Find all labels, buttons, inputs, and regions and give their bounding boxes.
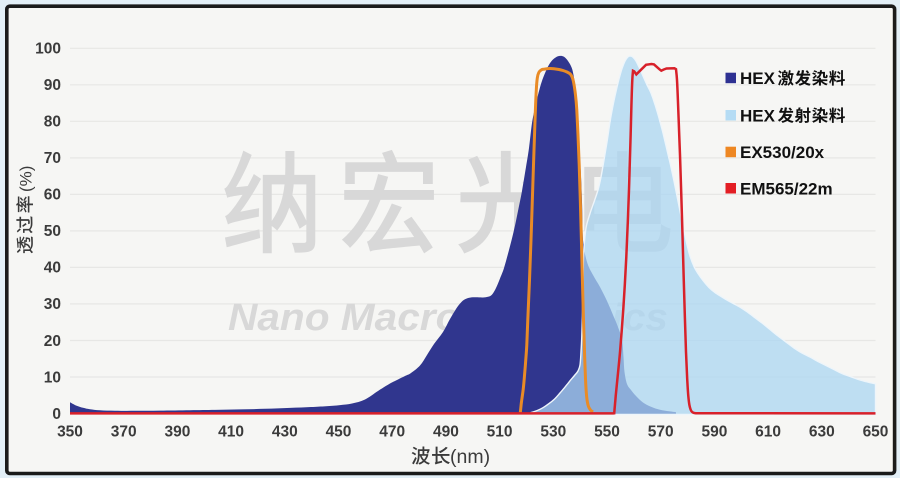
svg-text:20: 20 bbox=[44, 333, 61, 350]
svg-text:30: 30 bbox=[44, 296, 61, 313]
svg-text:430: 430 bbox=[272, 424, 298, 441]
svg-text:60: 60 bbox=[44, 187, 61, 204]
svg-text:50: 50 bbox=[44, 223, 61, 240]
svg-text:70: 70 bbox=[44, 150, 61, 167]
svg-text:(%): (%) bbox=[17, 166, 36, 192]
svg-text:90: 90 bbox=[44, 77, 61, 94]
svg-text:630: 630 bbox=[809, 424, 835, 441]
svg-text:350: 350 bbox=[57, 424, 83, 441]
svg-text:EX530/20x: EX530/20x bbox=[740, 143, 825, 162]
svg-text:510: 510 bbox=[487, 424, 513, 441]
svg-text:610: 610 bbox=[755, 424, 781, 441]
svg-text:590: 590 bbox=[701, 424, 727, 441]
svg-text:530: 530 bbox=[540, 424, 566, 441]
svg-text:HEX: HEX bbox=[740, 106, 776, 125]
svg-text:10: 10 bbox=[44, 369, 61, 386]
svg-text:550: 550 bbox=[594, 424, 620, 441]
svg-text:EM565/22m: EM565/22m bbox=[740, 180, 833, 199]
svg-text:490: 490 bbox=[433, 424, 459, 441]
svg-text:470: 470 bbox=[379, 424, 405, 441]
svg-text:40: 40 bbox=[44, 260, 61, 277]
svg-text:(nm): (nm) bbox=[450, 446, 490, 468]
svg-text:410: 410 bbox=[218, 424, 244, 441]
svg-text:0: 0 bbox=[52, 406, 61, 423]
svg-text:HEX: HEX bbox=[740, 69, 776, 88]
svg-text:80: 80 bbox=[44, 114, 61, 131]
svg-text:100: 100 bbox=[35, 41, 61, 58]
svg-text:390: 390 bbox=[164, 424, 190, 441]
svg-text:450: 450 bbox=[326, 424, 352, 441]
svg-text:650: 650 bbox=[863, 424, 889, 441]
svg-text:570: 570 bbox=[648, 424, 674, 441]
svg-text:370: 370 bbox=[111, 424, 137, 441]
